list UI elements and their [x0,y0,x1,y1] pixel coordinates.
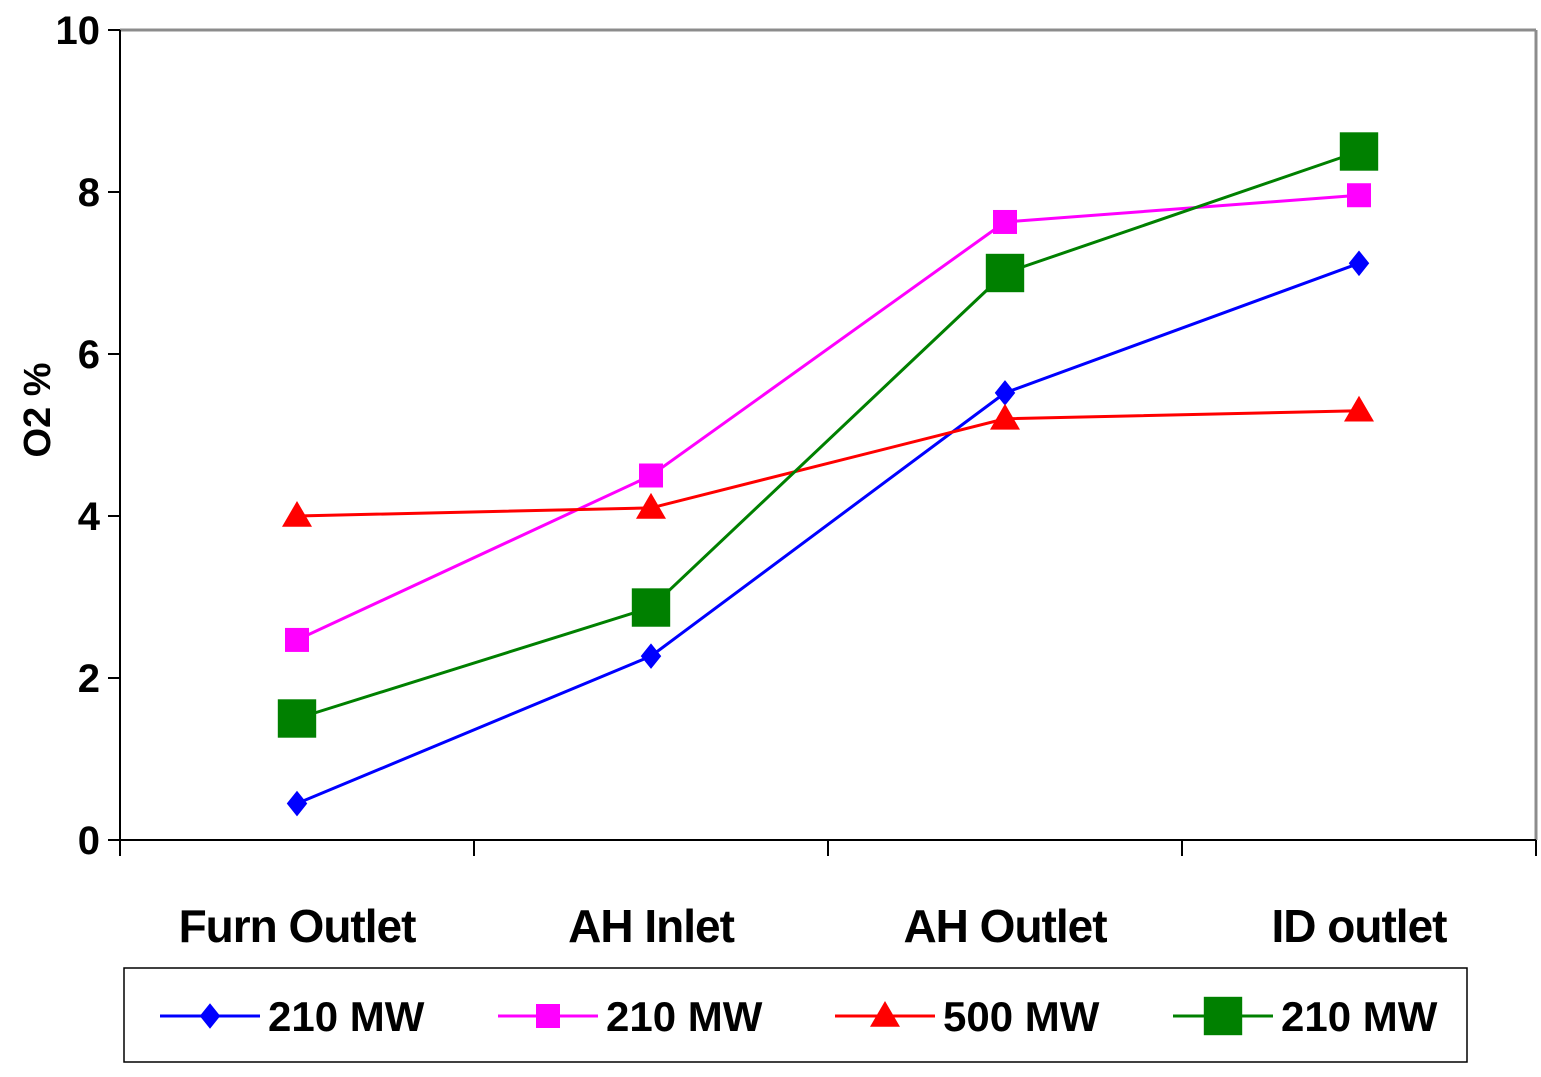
legend-entry-2: 210 MW [498,993,763,1040]
series-3 [282,395,1374,527]
y-tick-label: 4 [78,495,101,539]
series-line [296,193,1360,642]
series-1 [286,250,1370,817]
y-tick-label: 0 [78,819,100,863]
y-axis-label: O2 % [17,362,59,457]
data-point [277,699,317,738]
data-point [636,492,666,519]
data-point [639,463,663,488]
data-point [1339,132,1379,171]
series-2 [285,183,1371,652]
y-tick-label: 2 [78,657,100,701]
series-layer [277,132,1379,817]
series-line [296,261,1360,805]
data-point [990,403,1020,430]
data-point [985,253,1025,293]
data-point [282,501,312,527]
data-point [286,790,308,817]
y-axis: 0 2 4 6 8 10 [56,9,121,863]
data-point [640,643,662,669]
series-line [296,150,1360,720]
x-tick-label: ID outlet [1272,900,1448,952]
x-axis: Furn Outlet AH Inlet AH Outlet ID outlet [119,839,1537,952]
x-tick-label: Furn Outlet [179,900,417,952]
y-tick-label: 6 [78,333,100,377]
data-point [1344,395,1374,422]
data-point [1347,183,1371,208]
data-point [994,380,1016,406]
data-point [631,588,671,627]
series-line [296,409,1360,518]
legend-label: 500 MW [943,993,1100,1040]
legend-entry-3: 500 MW [835,993,1100,1040]
legend-entry-4: 210 MW [1173,993,1438,1040]
x-tick-label: AH Inlet [568,900,734,952]
marker-square [536,1004,560,1028]
legend-label: 210 MW [606,993,763,1040]
data-point [1348,250,1370,277]
legend-entry-1: 210 MW [160,993,425,1040]
data-point [993,209,1017,234]
series-4 [277,132,1379,738]
plot-area [120,28,1538,840]
marker-square [1203,996,1243,1036]
legend: 210 MW 210 MW 500 MW 210 MW [123,967,1468,1063]
legend-label: 210 MW [1281,993,1438,1040]
y-tick-label: 10 [56,9,101,53]
marker-triangle [870,1001,900,1027]
x-tick-label: AH Outlet [903,900,1107,952]
marker-diamond [199,1003,221,1029]
data-point [285,627,309,652]
y-tick-label: 8 [78,171,100,215]
legend-label: 210 MW [268,993,425,1040]
